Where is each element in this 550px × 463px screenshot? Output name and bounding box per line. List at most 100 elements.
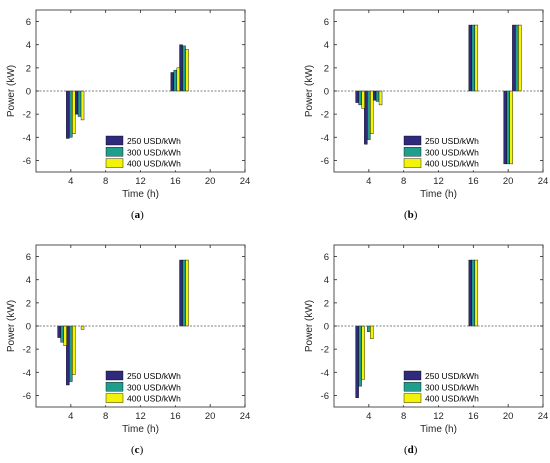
plot-frame (333, 244, 544, 408)
legend-swatch-0 (403, 370, 422, 381)
x-tick-label: 20 (503, 176, 514, 187)
legend-label-2: 400 USD/kWh (425, 159, 479, 169)
legend-label-1: 300 USD/kWh (425, 147, 479, 157)
legend-label-1: 300 USD/kWh (127, 147, 181, 157)
bar-b-s1-t16 (471, 24, 476, 92)
y-tick-label: -2 (23, 345, 31, 356)
y-tick-label: 2 (26, 298, 31, 309)
y-tick-label: 0 (324, 322, 329, 333)
legend-label-0: 250 USD/kWh (127, 371, 181, 381)
x-tick-label: 4 (68, 411, 73, 422)
x-tick-label: 24 (240, 176, 251, 187)
bar-a-s0-t5 (74, 90, 79, 115)
caption-c: (c) (131, 444, 144, 456)
y-tick-label: 4 (26, 275, 31, 286)
legend-box (401, 368, 485, 406)
bar-c-s0-t3 (57, 325, 61, 338)
x-tick-label: 24 (240, 411, 251, 422)
plot-frame (333, 9, 544, 173)
x-axis-label: Time (h) (122, 424, 159, 435)
y-tick-label: -2 (321, 345, 329, 356)
bar-a-s0-t4 (66, 90, 70, 139)
y-tick-label: -4 (321, 133, 329, 144)
plot-frame (35, 9, 246, 173)
bar-b-s2-t4 (370, 90, 374, 135)
y-tick-label: 2 (324, 298, 329, 309)
y-tick-label: 0 (26, 322, 31, 333)
y-tick-label: -6 (23, 391, 31, 402)
legend-swatch-2 (105, 393, 124, 403)
y-axis-label: Power (kW) (6, 65, 17, 117)
y-tick-label: -4 (23, 133, 31, 144)
caption-b: (b) (404, 209, 418, 221)
x-tick-label: 8 (401, 176, 406, 187)
bar-b-s1-t3 (358, 90, 362, 106)
x-tick-label: 12 (433, 411, 444, 422)
bar-b-s1-t5 (375, 90, 380, 102)
legend-label-2: 400 USD/kWh (127, 159, 181, 169)
y-axis-label: Power (kW) (6, 300, 17, 352)
y-tick-label: 0 (324, 87, 329, 98)
bar-a-s2-t16 (176, 67, 181, 92)
x-tick-label: 12 (433, 176, 444, 187)
legend-swatch-2 (403, 393, 422, 403)
bar-a-s1-t5 (77, 90, 82, 117)
bar-b-s2-t21 (518, 24, 522, 92)
x-axis-label: Time (h) (420, 424, 457, 435)
bar-c-s1-t3 (60, 325, 64, 343)
bar-d-s2-t4 (370, 325, 374, 339)
bar-a-s2-t4 (72, 90, 76, 135)
bar-a-s0-t17 (179, 44, 183, 92)
x-tick-label: 24 (538, 176, 549, 187)
bar-a-s2-t5 (80, 90, 85, 121)
x-tick-label: 4 (366, 411, 371, 422)
legend-swatch-1 (105, 382, 124, 392)
bar-c-s2-t17 (185, 259, 189, 327)
x-tick-label: 8 (103, 411, 108, 422)
bar-d-s1-t16 (471, 259, 476, 327)
plot-frame (35, 244, 246, 408)
legend-swatch-0 (105, 370, 124, 381)
bar-a-s2-t17 (185, 49, 189, 92)
x-tick-label: 8 (401, 411, 406, 422)
x-tick-label: 16 (468, 176, 479, 187)
x-tick-label: 24 (538, 411, 549, 422)
bar-a-s1-t4 (69, 90, 73, 138)
legend-box (103, 133, 187, 171)
x-axis-label: Time (h) (420, 189, 457, 200)
legend-label-1: 300 USD/kWh (425, 382, 479, 392)
legend-swatch-1 (403, 382, 422, 392)
caption-a: (a) (131, 209, 144, 221)
x-tick-label: 12 (135, 411, 146, 422)
bar-c-s0-t4 (66, 325, 70, 386)
x-tick-label: 12 (135, 176, 146, 187)
bar-b-s2-t5 (378, 90, 383, 106)
legend-swatch-2 (403, 158, 422, 168)
legend-swatch-1 (105, 147, 124, 157)
legend-label-0: 250 USD/kWh (425, 371, 479, 381)
y-tick-label: 0 (26, 87, 31, 98)
bar-b-s0-t21 (512, 24, 516, 92)
x-tick-label: 4 (366, 176, 371, 187)
legend-label-1: 300 USD/kWh (127, 382, 181, 392)
y-tick-label: -2 (23, 110, 31, 121)
bar-b-s2-t20 (509, 90, 513, 165)
bar-c-s2-t3 (63, 325, 67, 346)
y-axis-label: Power (kW) (304, 300, 315, 352)
legend-box (103, 368, 187, 406)
y-tick-label: -6 (23, 156, 31, 167)
y-tick-label: 4 (26, 40, 31, 51)
y-tick-label: -6 (321, 391, 329, 402)
y-tick-label: -4 (23, 368, 31, 379)
y-tick-label: 4 (324, 275, 329, 286)
bar-b-s2-t16 (474, 24, 479, 92)
x-tick-label: 20 (205, 411, 216, 422)
x-tick-label: 16 (468, 411, 479, 422)
bar-b-s0-t4 (364, 90, 368, 145)
x-tick-label: 20 (205, 176, 216, 187)
